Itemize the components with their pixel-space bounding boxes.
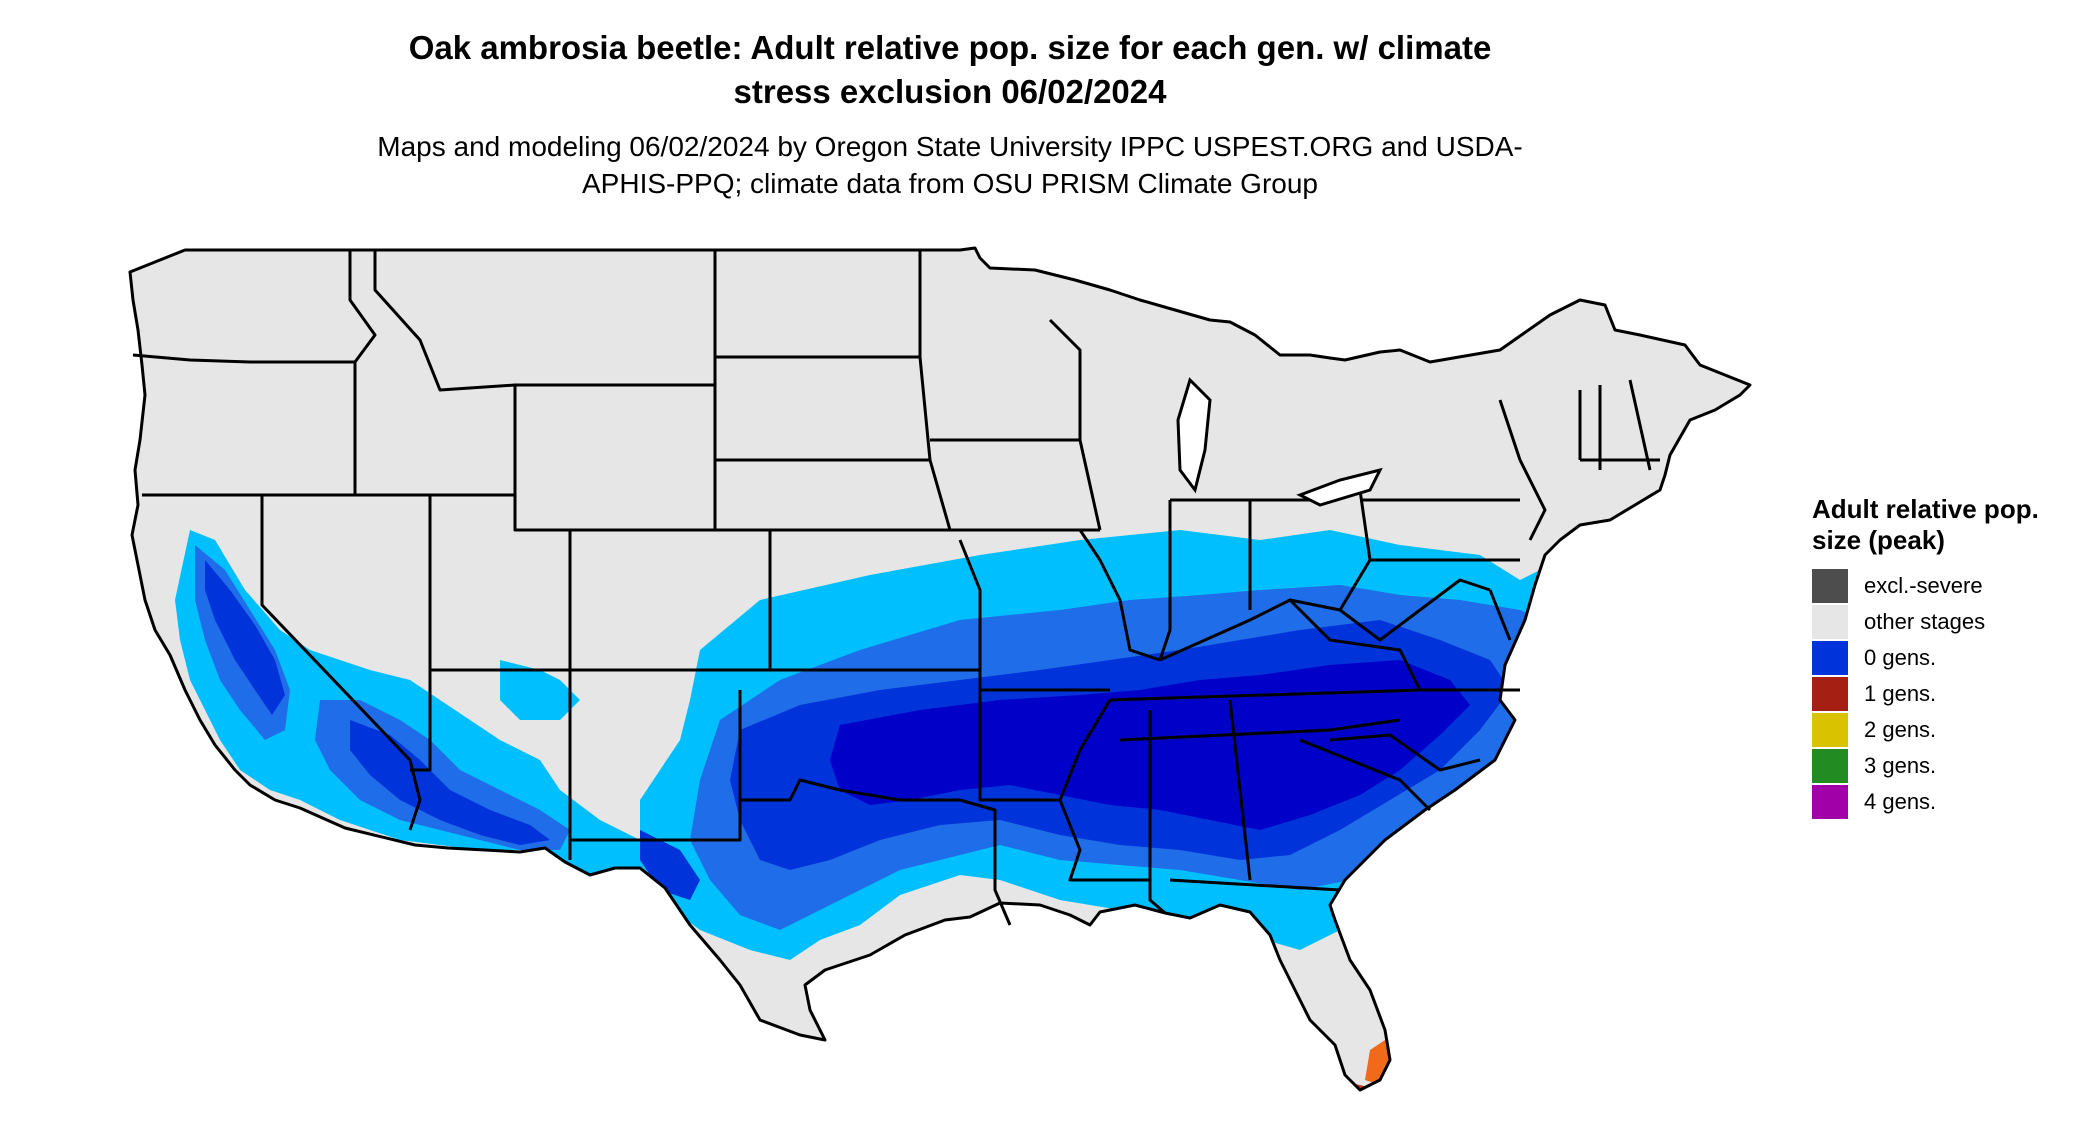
border-id-mt (373, 250, 517, 495)
legend-swatch (1812, 569, 1848, 603)
legend-label: 3 gens. (1864, 753, 1937, 778)
border-ok-tx (738, 690, 997, 840)
legend-item: 3 gens. (1812, 748, 2072, 784)
legend-swatch (1812, 713, 1848, 747)
legend-item: 0 gens. (1812, 640, 2072, 676)
legend-item: other stages (1812, 604, 2072, 640)
map-subtitle: Maps and modeling 06/02/2024 by Oregon S… (377, 131, 1523, 199)
great-lakes (1176, 377, 1383, 507)
border-il-south (1078, 529, 1161, 662)
border-wa-or (132, 353, 355, 364)
border-la-ms (1058, 799, 1150, 882)
lake-erie (1296, 467, 1383, 507)
legend-label: 4 gens. (1864, 789, 1937, 814)
border-ne-states (1578, 379, 1660, 471)
border-oh-pa (1289, 489, 1372, 612)
legend-label: 1 gens. (1864, 681, 1937, 706)
legend-item: 2 gens. (1812, 712, 2072, 748)
border-ga-sc (1299, 738, 1432, 812)
border-il-in (1158, 500, 1172, 661)
border-nc-sc (1329, 733, 1481, 772)
border-wi (1048, 318, 1102, 531)
legend-label: other stages (1864, 609, 1986, 634)
legend-item: 1 gens. (1812, 676, 2072, 712)
legend-swatch (1812, 785, 1848, 819)
border-ny-east (1518, 459, 1547, 541)
zone-low-nm (500, 660, 580, 720)
border-wv-va (1339, 578, 1491, 642)
border-ca-nv (260, 495, 422, 831)
border-mn-west (918, 250, 932, 461)
border-ga-fl (1169, 878, 1341, 892)
border-ms-al (1148, 710, 1166, 915)
legend-label: 0 gens. (1864, 645, 1937, 670)
legend-label: excl.-severe (1864, 573, 1983, 598)
border-md-de (1488, 589, 1512, 641)
border-id-west (348, 250, 377, 495)
legend-swatch (1812, 641, 1848, 675)
legend-item: excl.-severe (1812, 568, 2072, 604)
border-al-ga (1228, 699, 1252, 881)
legend-swatch (1812, 677, 1848, 711)
map-title: Oak ambrosia beetle: Adult relative pop.… (408, 29, 1492, 110)
border-tx-la (993, 810, 1012, 926)
legend-swatch (1812, 749, 1848, 783)
border-mo-south (958, 539, 1110, 692)
legend-item: 4 gens. (1812, 784, 2072, 820)
border-ia-mo (928, 459, 1100, 532)
zone-high-west (205, 560, 285, 715)
border-ny-nj (1498, 399, 1522, 461)
zone-low-west (175, 530, 680, 880)
legend-label: 2 gens. (1864, 717, 1937, 742)
legend: Adult relative pop. size (peak) excl.-se… (1812, 494, 2072, 820)
title-block: Oak ambrosia beetle: Adult relative pop.… (0, 26, 1900, 202)
border-nm-tx (570, 690, 742, 842)
border-tn-south (1119, 718, 1401, 742)
legend-swatch (1812, 605, 1848, 639)
border-ky (1159, 598, 1422, 691)
legend-items: excl.-severe other stages 0 gens. 1 gens. 2 … (1812, 568, 2072, 820)
state-borders (128, 246, 1752, 1092)
border-nv-ut (410, 495, 432, 772)
legend-title: Adult relative pop. size (peak) (1812, 494, 2039, 555)
lake-michigan (1176, 377, 1212, 494)
